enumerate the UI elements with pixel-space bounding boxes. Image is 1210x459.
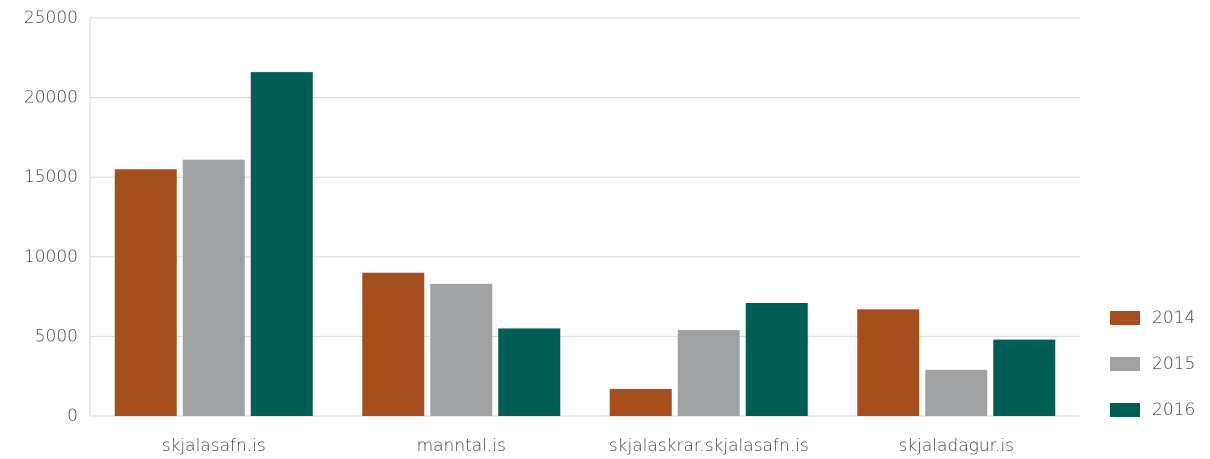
bar <box>182 159 245 417</box>
legend-swatch <box>1110 357 1140 371</box>
bar <box>362 272 425 416</box>
bar <box>925 369 988 416</box>
y-tick-label: 0 <box>67 406 78 426</box>
x-tick-label: skjalaskrar.skjalasafn.is <box>609 436 809 456</box>
bar <box>745 302 808 416</box>
x-tick-label: skjaladagur.is <box>898 436 1014 456</box>
bar <box>677 330 740 416</box>
y-tick-label: 25000 <box>24 8 78 28</box>
y-tick-label: 20000 <box>24 88 78 108</box>
bar <box>498 328 561 416</box>
y-tick-label: 5000 <box>35 326 78 346</box>
bar <box>993 339 1056 416</box>
y-tick-label: 15000 <box>24 167 78 187</box>
bar <box>430 283 493 416</box>
x-tick-label: skjalasafn.is <box>162 436 266 456</box>
x-tick-label: manntal.is <box>417 436 506 456</box>
legend-swatch <box>1110 311 1140 325</box>
bar <box>857 309 920 416</box>
legend-label: 2014 <box>1152 308 1195 328</box>
legend-label: 2015 <box>1152 354 1195 374</box>
legend-swatch <box>1110 403 1140 417</box>
bar <box>250 72 313 417</box>
bar <box>609 388 672 416</box>
legend-label: 2016 <box>1152 400 1195 420</box>
y-tick-label: 10000 <box>24 247 78 267</box>
bar <box>114 169 177 416</box>
